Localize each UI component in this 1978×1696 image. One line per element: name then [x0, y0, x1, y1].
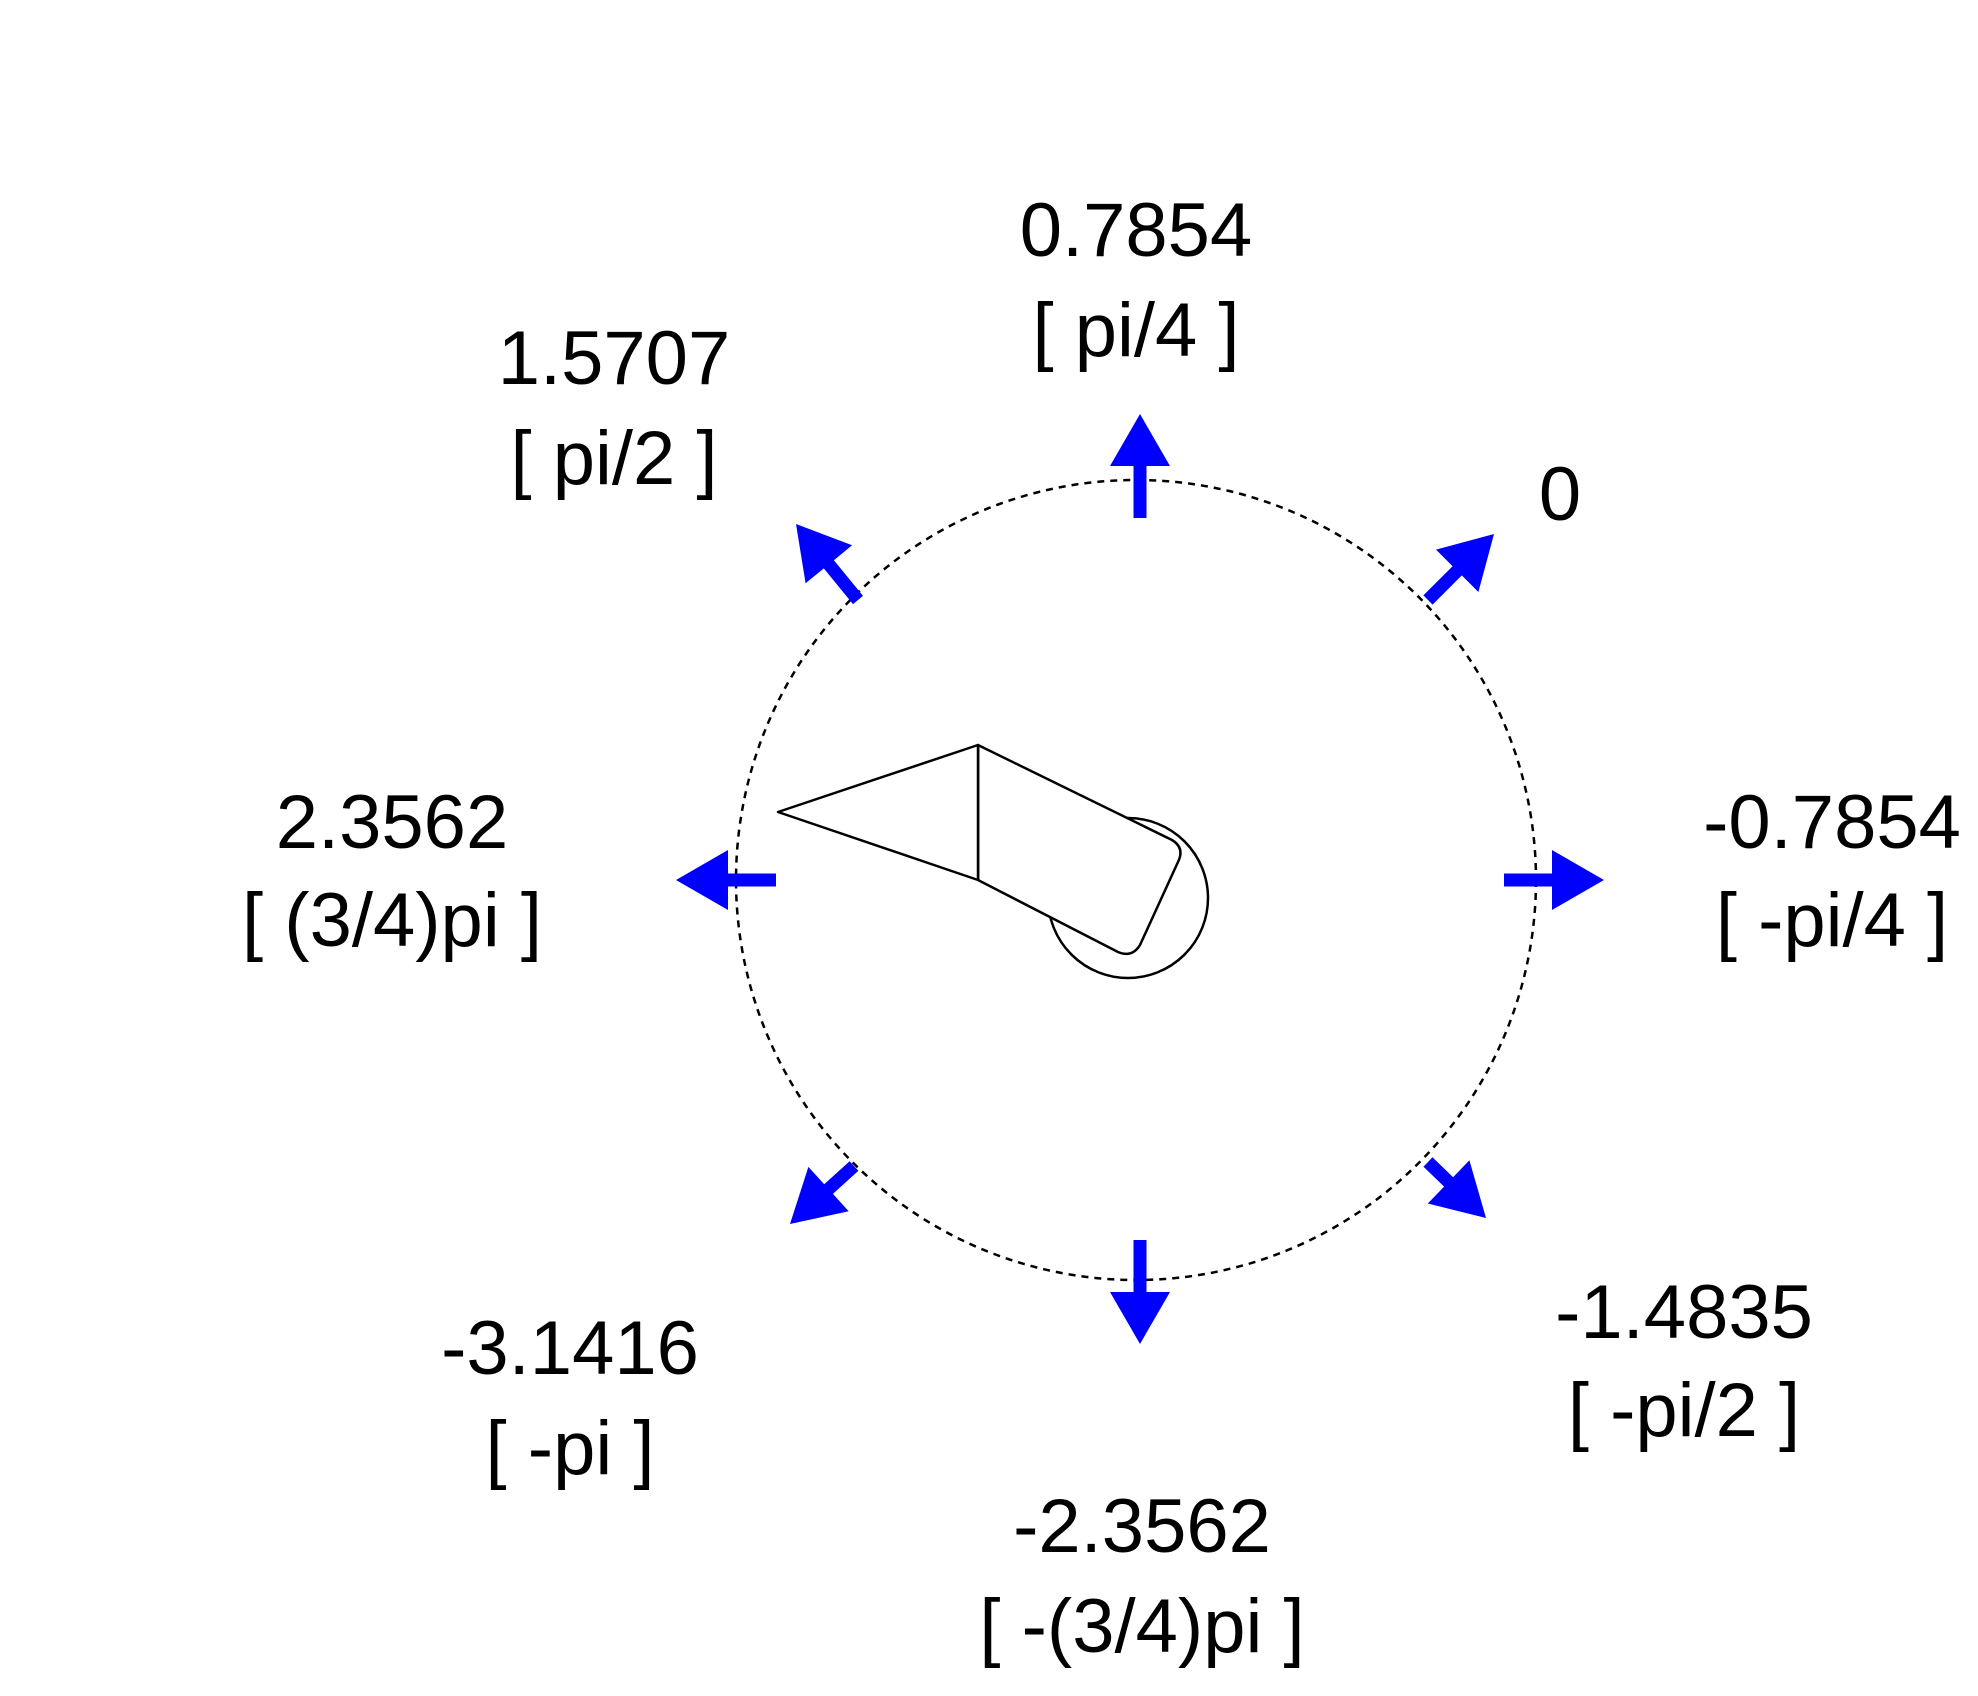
label-minus-pi-over-4: -0.7854 [ -pi/4 ] [1703, 780, 1961, 963]
label-minus-pi: -3.1416 [ -pi ] [441, 1306, 699, 1491]
label-minus-three-quarter-pi: -2.3562 [ -(3/4)pi ] [979, 1484, 1304, 1669]
label-value: 0.7854 [1020, 188, 1252, 273]
label-value: -3.1416 [441, 1306, 699, 1391]
label-three-quarter-pi: 2.3562 [ (3/4)pi ] [242, 780, 542, 963]
label-pi-over-2: 1.5707 [ pi/2 ] [498, 316, 730, 501]
label-value: 2.3562 [276, 780, 508, 865]
arrow-up-right [1423, 534, 1494, 605]
label-expression: [ -pi ] [486, 1406, 655, 1491]
label-minus-pi-over-2: -1.4835 [ -pi/2 ] [1555, 1270, 1813, 1453]
arrow-down-right [1423, 1157, 1486, 1218]
label-zero: 0 [1539, 452, 1581, 537]
arrow-up [1110, 414, 1170, 518]
arrow-down-left [790, 1161, 859, 1224]
label-value: 0 [1539, 452, 1581, 537]
label-expression: [ (3/4)pi ] [242, 878, 542, 963]
label-value: 1.5707 [498, 316, 730, 401]
label-value: -2.3562 [1013, 1484, 1271, 1569]
arrow-right [1504, 850, 1604, 910]
vehicle-nose [776, 743, 980, 882]
label-expression: [ -pi/4 ] [1716, 878, 1948, 963]
label-value: -0.7854 [1703, 780, 1961, 865]
arrow-down [1110, 1240, 1170, 1344]
vehicle-body [976, 743, 1182, 956]
label-value: -1.4835 [1555, 1270, 1813, 1355]
label-expression: [ pi/4 ] [1033, 288, 1240, 373]
label-pi-over-4: 0.7854 [ pi/4 ] [1020, 188, 1252, 373]
vehicle-outline [776, 743, 1210, 980]
label-expression: [ pi/2 ] [511, 416, 718, 501]
label-expression: [ -pi/2 ] [1568, 1368, 1800, 1453]
label-expression: [ -(3/4)pi ] [979, 1584, 1304, 1669]
arrow-up-left [796, 524, 863, 605]
direction-arrows [676, 414, 1604, 1344]
arrow-left [676, 850, 776, 910]
